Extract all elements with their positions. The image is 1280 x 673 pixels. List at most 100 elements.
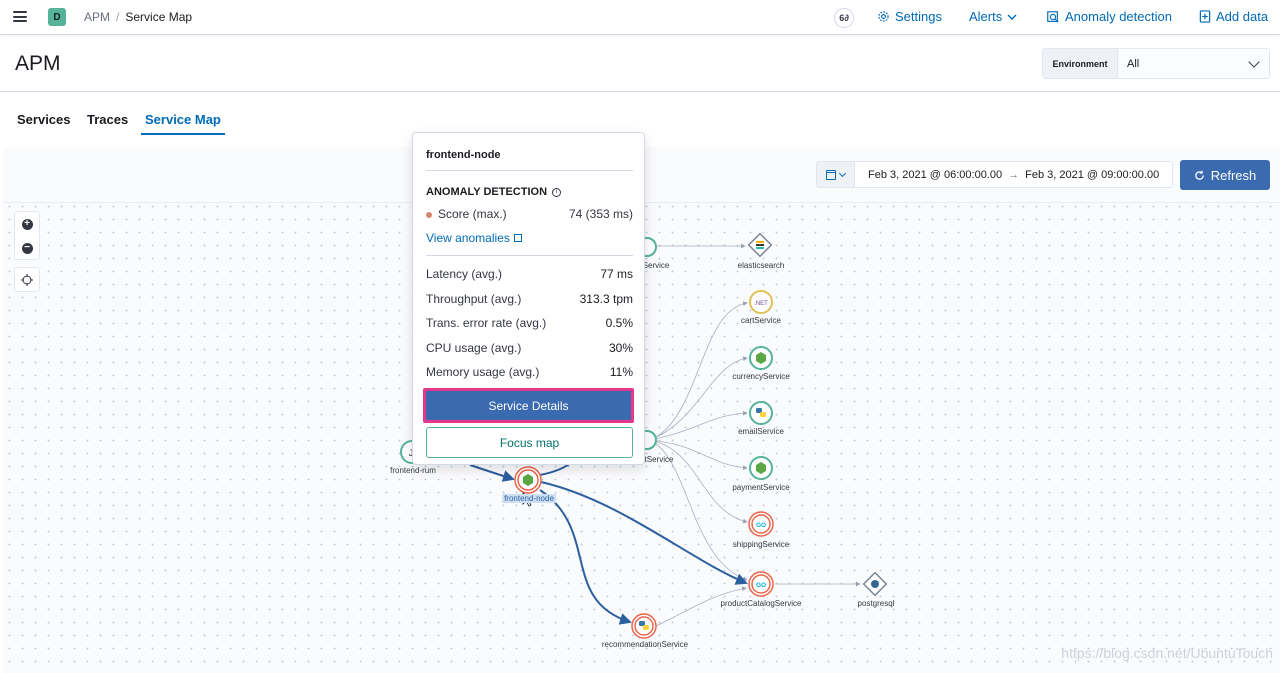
metric-value: 30% <box>608 341 633 355</box>
zoom-controls: + − <box>14 211 40 260</box>
postgresql-node[interactable] <box>862 571 888 597</box>
space-avatar[interactable]: D <box>48 8 66 26</box>
node-label: elasticsearch <box>737 261 785 270</box>
crosshair-icon <box>21 273 33 286</box>
shipping-service-node[interactable] <box>748 511 774 537</box>
calendar-icon <box>826 169 836 180</box>
arrow-right-icon: → <box>1008 168 1020 181</box>
breadcrumb: APM / Service Map <box>84 10 192 24</box>
breadcrumb-current: Service Map <box>125 10 193 24</box>
menu-icon[interactable] <box>13 11 27 22</box>
node-label: cartService <box>740 316 782 325</box>
chevron-down-icon <box>1007 14 1017 20</box>
node-label: frontend-rum <box>390 466 436 475</box>
score-value: 74 (353 ms) <box>568 207 633 221</box>
frontend-edges <box>469 459 748 625</box>
dependency-edges <box>649 243 861 627</box>
frontend-node-node[interactable] <box>514 466 542 494</box>
zoom-out-button[interactable]: − <box>15 236 39 260</box>
divider <box>0 91 1280 92</box>
nodejs-icon <box>756 352 766 364</box>
metric-value: 0.5% <box>605 316 633 330</box>
view-anomalies-label: View anomalies <box>426 231 510 245</box>
date-range-picker[interactable]: Feb 3, 2021 @ 06:00:00.00 → Feb 3, 2021 … <box>855 161 1173 188</box>
recommendation-service-node[interactable] <box>631 613 657 639</box>
refresh-icon <box>1194 170 1204 180</box>
add-data-link[interactable]: Add data <box>1199 9 1268 24</box>
metric-label: CPU usage (avg.) <box>426 341 522 355</box>
breadcrumb-separator: / <box>116 10 120 24</box>
service-popover: frontend-node ANOMALY DETECTION i Score … <box>412 132 645 465</box>
node-label: recommendationService <box>601 640 689 649</box>
anomaly-detection-label: Anomaly detection <box>1065 9 1172 24</box>
dotnet-icon: .NET <box>754 301 768 307</box>
environment-select[interactable]: Environment All <box>1042 48 1270 79</box>
currency-service-node[interactable] <box>749 346 773 370</box>
plus-icon: + <box>21 218 33 230</box>
metric-row: Latency (avg.) 77 ms <box>426 267 633 281</box>
metric-row: Trans. error rate (avg.) 0.5% <box>426 316 633 330</box>
divider <box>426 255 633 256</box>
divider <box>426 170 633 171</box>
anomaly-detection-title: ANOMALY DETECTION <box>426 186 548 198</box>
postgresql-icon <box>871 580 879 588</box>
node-label: tService <box>644 455 674 464</box>
anomaly-severity-dot <box>426 211 432 218</box>
score-label: Score (max.) <box>438 207 507 221</box>
refresh-label: Refresh <box>1210 167 1257 183</box>
python-icon <box>639 621 645 626</box>
go-icon: GO <box>756 582 766 589</box>
anomaly-detection-link[interactable]: Anomaly detection <box>1046 9 1172 24</box>
metric-value: 77 ms <box>600 267 633 281</box>
gear-icon <box>878 11 889 22</box>
settings-label: Settings <box>895 9 942 24</box>
email-service-node[interactable] <box>749 401 773 425</box>
metric-row: Memory usage (avg.) 11% <box>426 365 633 379</box>
help-icon[interactable]: 6∂ <box>834 8 854 28</box>
alerts-menu[interactable]: Alerts <box>969 9 1017 24</box>
node-label: postgresql <box>857 599 895 608</box>
add-data-label: Add data <box>1216 9 1269 24</box>
metric-label: Latency (avg.) <box>426 267 503 281</box>
metric-label: Memory usage (avg.) <box>426 365 540 379</box>
zoom-in-button[interactable]: + <box>15 212 39 236</box>
anomaly-score-row: Score (max.) 74 (353 ms) <box>426 207 633 221</box>
anomaly-icon <box>1047 10 1059 23</box>
metric-label: Throughput (avg.) <box>426 292 522 306</box>
add-data-icon <box>1199 10 1211 23</box>
tab-services[interactable]: Services <box>17 112 71 127</box>
info-icon[interactable]: i <box>552 187 562 197</box>
environment-label: Environment <box>1043 49 1118 78</box>
start-date[interactable]: Feb 3, 2021 @ 06:00:00.00 <box>868 168 1003 181</box>
metric-label: Trans. error rate (avg.) <box>426 316 547 330</box>
go-icon: GO <box>756 522 766 529</box>
js-icon: J <box>409 448 414 458</box>
payment-service-node[interactable] <box>749 456 773 480</box>
cart-service-node[interactable] <box>749 290 773 314</box>
end-date[interactable]: Feb 3, 2021 @ 09:00:00.00 <box>1025 168 1160 181</box>
service-details-highlight: Service Details <box>423 388 634 423</box>
view-anomalies-link[interactable]: View anomalies <box>426 231 522 245</box>
metric-value: 11% <box>609 365 633 379</box>
focus-map-button[interactable]: Focus map <box>426 427 633 458</box>
top-nav-bar: D APM / Service Map 6∂ Settings Alerts A… <box>0 0 1280 35</box>
breadcrumb-apm[interactable]: APM <box>84 10 111 24</box>
node-label: shippingService <box>732 540 790 549</box>
quick-date-menu-button[interactable] <box>816 161 855 188</box>
product-catalog-service-node[interactable] <box>748 571 774 597</box>
metric-value: 313.3 tpm <box>579 292 633 306</box>
alerts-label: Alerts <box>969 9 1003 24</box>
minus-icon: − <box>21 242 33 254</box>
watermark: https://blog.csdn.net/UbuntuTouch <box>1061 645 1273 661</box>
center-map-button[interactable] <box>14 267 40 292</box>
nodejs-icon <box>756 462 766 474</box>
elasticsearch-node[interactable] <box>747 232 773 258</box>
settings-link[interactable]: Settings <box>877 9 942 24</box>
tab-traces[interactable]: Traces <box>87 112 129 127</box>
node-label: emailService <box>738 427 784 436</box>
node-label: paymentService <box>732 483 790 492</box>
refresh-button[interactable]: Refresh <box>1180 160 1270 190</box>
tab-service-map[interactable]: Service Map <box>141 112 225 135</box>
service-details-button[interactable]: Service Details <box>426 391 631 420</box>
